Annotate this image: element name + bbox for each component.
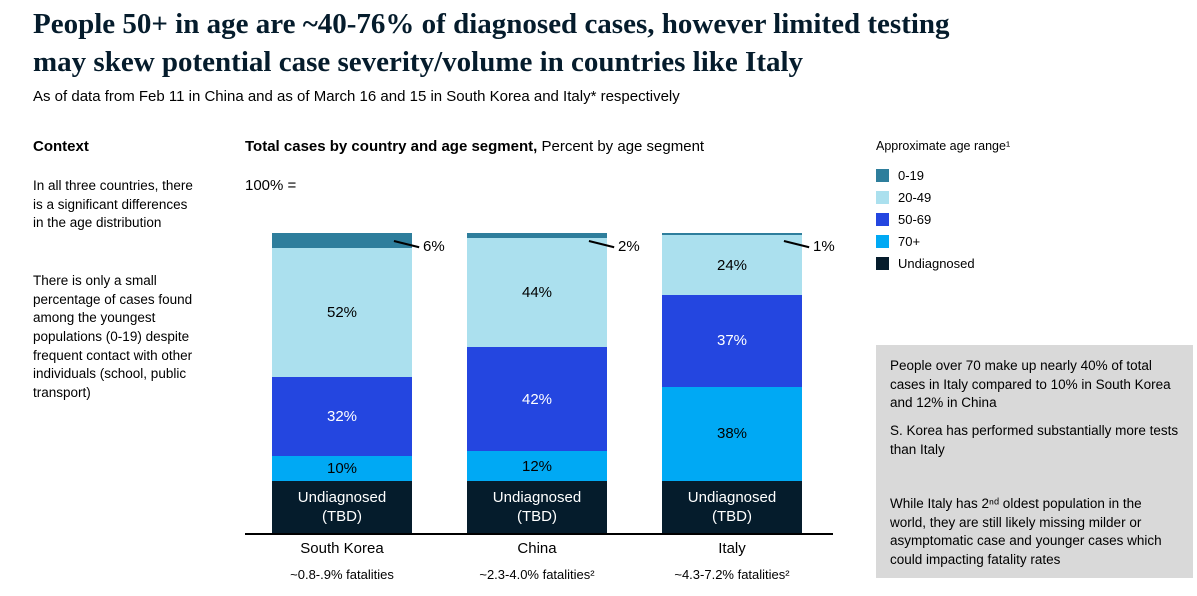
legend-label: 50-69 [898, 212, 932, 227]
segment-20-49: 44% [467, 237, 607, 348]
segment-0-19 [467, 233, 607, 238]
legend-swatch [876, 213, 889, 226]
hundred-percent-label: 100% = [245, 177, 297, 194]
x-axis-line [245, 533, 833, 535]
legend-label: 20-49 [898, 190, 932, 205]
top-segment-label: 6% [423, 238, 445, 255]
undiagnosed-label-line: Undiagnosed [297, 488, 387, 506]
undiagnosed-label-line: (TBD) [712, 508, 752, 525]
legend-swatch [876, 257, 889, 270]
context-paragraph-2: There is only a small percentage of case… [33, 273, 193, 400]
fatality-note-china: ~2.3-4.0% fatalities² [479, 567, 595, 582]
chart-title-bold: Total cases by country and age segment, [245, 138, 538, 155]
legend-item-20-49: 20-49 [876, 190, 1010, 205]
stacked-bar-south-korea: 52% 32% 10% Undiagnosed (TBD) [272, 233, 412, 533]
legend-item-0-19: 0-19 [876, 168, 1010, 183]
country-label-china: China [517, 540, 557, 557]
segment-undiagnosed: Undiagnosed (TBD) [272, 481, 412, 533]
fatality-note-south-korea: ~0.8-.9% fatalities [290, 567, 394, 582]
undiagnosed-label-line: (TBD) [517, 508, 557, 525]
insights-box: People over 70 make up nearly 40% of tot… [876, 345, 1193, 578]
legend-swatch [876, 235, 889, 248]
country-label-italy: Italy [718, 540, 746, 557]
segment-70: 12% [467, 451, 607, 481]
segment-0-19 [662, 233, 802, 236]
page-subtitle: As of data from Feb 11 in China and as o… [33, 88, 680, 105]
stacked-bar-china: 44% 42% 12% Undiagnosed (TBD) [467, 233, 607, 533]
segment-undiagnosed: Undiagnosed (TBD) [662, 481, 802, 533]
stacked-bar-chart: 52% 32% 10% Undiagnosed (TBD) 6% South Korea ~0… [245, 225, 870, 596]
context-paragraph-1: In all three countries, there is a signi… [33, 178, 193, 231]
legend-title: Approximate age range¹ [876, 139, 1011, 153]
segment-70: 10% [272, 456, 412, 481]
context-heading: Context [33, 138, 89, 155]
segment-undiagnosed: Undiagnosed (TBD) [467, 481, 607, 533]
undiagnosed-label-line: (TBD) [322, 508, 362, 525]
fatality-note-italy: ~4.3-7.2% fatalities² [674, 567, 790, 582]
top-segment-label: 1% [813, 238, 835, 255]
legend-item-70-plus: 70+ [876, 234, 1010, 249]
legend-swatch [876, 169, 889, 182]
segment-50-69: 37% [662, 295, 802, 387]
legend-swatch [876, 191, 889, 204]
segment-20-49: 52% [272, 247, 412, 377]
insight-paragraph-2: S. Korea has performed substantially mor… [890, 422, 1179, 457]
legend-label: 70+ [898, 234, 921, 249]
legend-label: Undiagnosed [898, 256, 975, 271]
undiagnosed-label-line: Undiagnosed [687, 488, 777, 506]
segment-50-69: 32% [272, 376, 412, 457]
segment-50-69: 42% [467, 347, 607, 452]
legend-item-undiagnosed: Undiagnosed [876, 256, 1010, 271]
page-title-line2: may skew potential case severity/volume … [33, 45, 804, 78]
segment-0-19 [272, 233, 412, 248]
segment-70: 38% [662, 386, 802, 481]
chart-title-rest: Percent by age segment [537, 138, 705, 155]
stacked-bar-italy: 24% 37% 38% Undiagnosed (TBD) [662, 233, 802, 533]
legend-item-50-69: 50-69 [876, 212, 1010, 227]
country-label-south-korea: South Korea [300, 540, 384, 557]
insight-paragraph-1: People over 70 make up nearly 40% of tot… [890, 358, 1171, 411]
top-segment-label: 2% [618, 238, 640, 255]
undiagnosed-label-line: Undiagnosed [492, 488, 582, 506]
insight-paragraph-3: While Italy has 2ⁿᵈ oldest population in… [890, 496, 1162, 567]
segment-20-49: 24% [662, 235, 802, 295]
legend: Approximate age range¹ 0-19 20-49 50-69 … [876, 139, 1010, 278]
legend-label: 0-19 [898, 168, 925, 183]
chart-title: Total cases by country and age segment, … [245, 138, 704, 155]
page-title-line1: People 50+ in age are ~40-76% of diagnos… [33, 8, 950, 40]
page-title: People 50+ in age are ~40-76% of diagnos… [33, 6, 1183, 81]
